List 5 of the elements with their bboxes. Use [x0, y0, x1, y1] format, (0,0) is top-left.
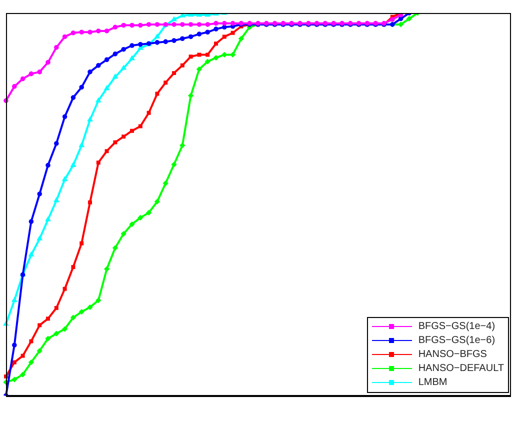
legend-label: LMBM [418, 376, 448, 390]
legend-label: HANSO−DEFAULT [418, 362, 504, 376]
legend-label: HANSO−BFGS [418, 348, 487, 362]
legend-label: BFGS−GS(1e−4) [418, 320, 496, 334]
legend-label: BFGS−GS(1e−6) [418, 334, 496, 348]
